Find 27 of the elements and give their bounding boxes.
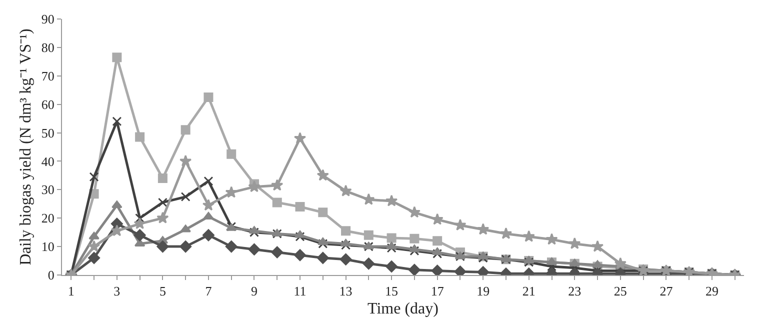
x-tick-label: 13 bbox=[339, 284, 352, 299]
x-tick-label: 7 bbox=[205, 284, 212, 299]
x-tick-label: 19 bbox=[476, 284, 490, 299]
y-tick-label: 60 bbox=[41, 96, 54, 112]
y-tick-label: 50 bbox=[41, 125, 54, 140]
y-tick-label: 70 bbox=[41, 68, 54, 84]
x-axis-title: Time (day) bbox=[368, 300, 438, 318]
x-tick-label: 5 bbox=[159, 284, 166, 299]
x-tick-label: 17 bbox=[430, 284, 444, 299]
x-tick-label: 11 bbox=[294, 284, 306, 299]
y-tick-label: 10 bbox=[41, 239, 54, 254]
x-tick-label: 3 bbox=[114, 284, 120, 299]
y-tick-label: 30 bbox=[41, 182, 54, 198]
y-tick-label: 20 bbox=[41, 210, 54, 226]
y-tick-label: 40 bbox=[41, 154, 54, 169]
y-tick-label: 90 bbox=[41, 12, 54, 27]
x-tick-label: 25 bbox=[614, 284, 627, 299]
x-tick-label: 1 bbox=[68, 284, 74, 299]
x-tick-label: 29 bbox=[705, 284, 718, 299]
y-axis-title: Daily biogas yield (N dm³ kg⁻¹ VS⁻¹) bbox=[17, 28, 34, 266]
x-tick-label: 27 bbox=[660, 284, 674, 299]
x-tick-label: 21 bbox=[522, 284, 536, 299]
y-tick-label: 0 bbox=[48, 268, 54, 283]
x-tick-label: 9 bbox=[250, 284, 258, 299]
y-tick-label: 80 bbox=[41, 40, 54, 55]
x-tick-label: 23 bbox=[568, 284, 582, 299]
x-tick-label: 15 bbox=[385, 284, 398, 299]
